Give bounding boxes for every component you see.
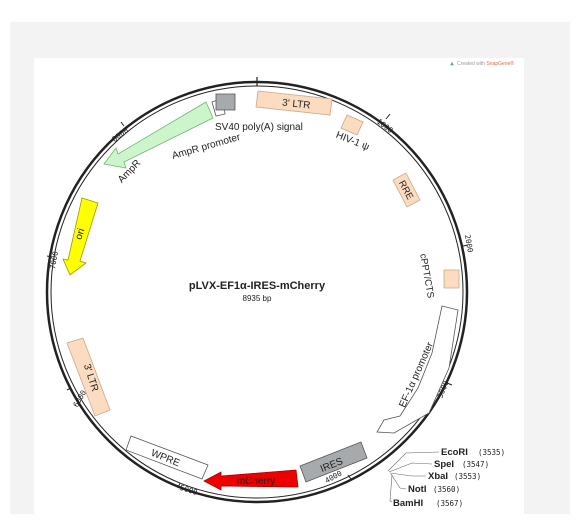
feature-ef1a-promoter[interactable]: EF-1α promoter	[376, 305, 459, 434]
feature-ampr-shape	[103, 101, 214, 169]
tick-7000: 7000	[48, 250, 60, 270]
site-bamhi-name: BamHI	[393, 498, 423, 509]
feature-cppt[interactable]: cPPT/CTS	[417, 253, 460, 299]
site-spei-pos: (3547)	[462, 460, 489, 469]
site-spei-name: SpeI	[434, 459, 454, 470]
feature-wpre-shape	[125, 435, 209, 480]
feature-ori[interactable]: ori	[62, 197, 99, 276]
tick-4000-mark	[347, 474, 352, 480]
plasmid-size: 8935 bp	[243, 294, 272, 303]
feature-hiv-psi-shape	[340, 114, 364, 136]
site-ecori[interactable]: EcoRI (3535)	[441, 447, 505, 458]
plasmid-backbone-inner	[50, 85, 464, 499]
feature-mcherry-shape	[203, 469, 299, 491]
feature-3ltr-left[interactable]: 3' LTR	[66, 337, 111, 417]
feature-sv40-shape	[215, 93, 236, 111]
feature-mcherry-label: mCherry	[237, 476, 275, 487]
plasmid-name: pLVX-EF1α-IRES-mCherry	[189, 280, 326, 292]
feature-ori-label: ori	[74, 227, 88, 241]
feature-sv40[interactable]: SV40 poly(A) signal	[215, 93, 303, 133]
feature-hiv-psi[interactable]: HIV-1 ψ	[334, 114, 371, 153]
credit-prefix: Created with	[457, 61, 486, 67]
site-xbai-pos: (3553)	[454, 472, 481, 481]
plasmid-map: Created with SnapGene® 1000 2000 3000 40…	[45, 60, 514, 509]
feature-ori-shape	[62, 197, 99, 276]
feature-ires-shape	[299, 441, 368, 483]
site-leaders	[387, 451, 440, 503]
feature-ef1a-shape	[376, 305, 459, 434]
plasmid-backbone	[45, 80, 469, 504]
feature-3ltr-top[interactable]: 3' LTR	[255, 90, 333, 116]
feature-wpre[interactable]: WPRE	[125, 435, 209, 480]
tick-2000: 2000	[463, 234, 475, 254]
feature-mcherry[interactable]: mCherry	[203, 469, 299, 491]
tick-6000-mark	[66, 387, 72, 391]
feature-rre-shape	[392, 172, 421, 208]
site-noti-name: NotI	[408, 484, 426, 495]
feature-rre[interactable]: RRE	[392, 172, 421, 208]
site-xbai[interactable]: XbaI (3553)	[428, 471, 481, 482]
feature-3ltr-top-shape	[255, 90, 333, 116]
site-ecori-pos: (3535)	[478, 448, 505, 457]
feature-cppt-shape	[443, 269, 460, 289]
feature-sv40-label: SV40 poly(A) signal	[215, 122, 303, 133]
tick-5000-mark	[177, 482, 181, 489]
tick-8000-mark	[120, 121, 125, 127]
tick-3000-mark	[446, 382, 453, 386]
credit-text: Created with SnapGene®	[457, 60, 514, 67]
site-xbai-name: XbaI	[428, 471, 448, 482]
tick-1000-mark	[385, 113, 391, 120]
tick-5000: 5000	[179, 483, 199, 497]
tick-7000-mark	[46, 255, 53, 258]
map-frame: Created with SnapGene® 1000 2000 3000 40…	[10, 22, 570, 522]
site-spei[interactable]: SpeI (3547)	[434, 459, 489, 470]
map-canvas: Created with SnapGene® 1000 2000 3000 40…	[34, 58, 524, 522]
tick-marks: 1000 2000 3000 4000 5000 6000 7000 8000	[46, 113, 475, 497]
site-noti-pos: (3560)	[433, 485, 460, 494]
feature-cppt-label: cPPT/CTS	[417, 253, 436, 299]
feature-ampr-promoter-label: AmpR promoter	[171, 132, 243, 162]
site-ecori-name: EcoRI	[441, 447, 468, 458]
snapgene-credit: Created with SnapGene®	[450, 60, 514, 67]
site-bamhi-pos: (3567)	[436, 499, 463, 508]
tick-2000-mark	[462, 244, 469, 247]
feature-3ltr-left-shape	[66, 337, 111, 417]
site-noti[interactable]: NotI (3560)	[408, 484, 460, 495]
credit-brand: SnapGene®	[486, 60, 514, 67]
feature-3ltr-top-label: 3' LTR	[282, 98, 311, 112]
snapgene-logo-icon	[450, 62, 454, 66]
site-bamhi[interactable]: BamHI (3567)	[393, 498, 463, 509]
